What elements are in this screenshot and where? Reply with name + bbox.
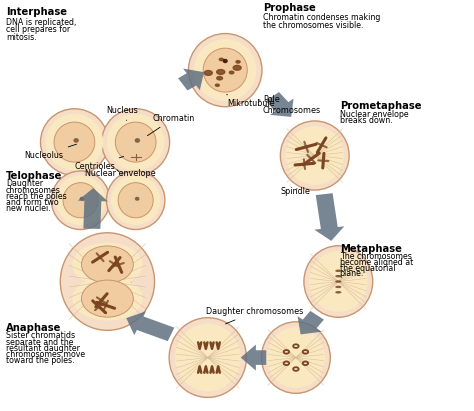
Circle shape (80, 197, 84, 201)
Text: Prophase: Prophase (263, 3, 316, 13)
Text: Nucleus: Nucleus (106, 106, 138, 120)
Polygon shape (78, 188, 108, 229)
Ellipse shape (304, 246, 373, 317)
Text: Nuclear envelope: Nuclear envelope (85, 169, 156, 178)
Text: DNA is replicated,: DNA is replicated, (6, 18, 76, 27)
Text: Centrioles: Centrioles (74, 157, 124, 171)
Ellipse shape (335, 291, 341, 293)
Ellipse shape (72, 277, 143, 321)
Text: Pole
Chromosomes: Pole Chromosomes (258, 95, 321, 115)
Ellipse shape (56, 175, 105, 225)
Text: breaks down.: breaks down. (340, 115, 392, 125)
Text: new nuclei.: new nuclei. (6, 204, 51, 213)
Ellipse shape (309, 251, 367, 312)
Ellipse shape (335, 275, 341, 277)
Text: Daughter chromosomes: Daughter chromosomes (206, 307, 304, 324)
Text: Sister chromatids: Sister chromatids (6, 331, 75, 340)
Text: become aligned at: become aligned at (340, 258, 413, 267)
Ellipse shape (63, 182, 98, 218)
Polygon shape (241, 344, 266, 371)
Text: the chromosomes visible.: the chromosomes visible. (263, 21, 364, 30)
Ellipse shape (107, 171, 165, 229)
Text: plane.: plane. (340, 269, 364, 278)
Polygon shape (178, 69, 204, 90)
Circle shape (73, 138, 79, 143)
Text: and form two: and form two (6, 198, 59, 207)
Ellipse shape (267, 327, 325, 388)
Text: Chromatin: Chromatin (147, 114, 194, 136)
Text: Prometaphase: Prometaphase (340, 101, 421, 111)
Text: Spindle: Spindle (280, 187, 310, 196)
Polygon shape (314, 193, 344, 241)
Circle shape (223, 59, 228, 63)
Ellipse shape (203, 48, 247, 92)
Ellipse shape (280, 121, 349, 190)
Ellipse shape (285, 126, 344, 185)
Ellipse shape (194, 39, 256, 101)
Ellipse shape (46, 114, 103, 171)
Text: toward the poles.: toward the poles. (6, 356, 75, 365)
Ellipse shape (262, 322, 330, 393)
Text: cell prepares for: cell prepares for (6, 25, 70, 35)
Text: Nucleolus: Nucleolus (24, 144, 76, 159)
Ellipse shape (175, 324, 241, 391)
Ellipse shape (118, 182, 153, 218)
Polygon shape (236, 60, 240, 63)
Polygon shape (204, 71, 212, 75)
Ellipse shape (169, 318, 246, 397)
Ellipse shape (40, 109, 109, 175)
Ellipse shape (189, 34, 262, 107)
Polygon shape (216, 84, 219, 86)
Polygon shape (298, 311, 324, 335)
Text: chromosomes: chromosomes (6, 185, 61, 194)
Text: Telophase: Telophase (6, 171, 63, 181)
Ellipse shape (335, 286, 341, 288)
Text: Metaphase: Metaphase (340, 244, 401, 254)
Ellipse shape (54, 122, 95, 162)
Circle shape (135, 138, 140, 143)
Text: Interphase: Interphase (6, 7, 67, 17)
Ellipse shape (60, 233, 155, 330)
Polygon shape (219, 58, 223, 61)
Polygon shape (233, 65, 241, 70)
Text: Daughter: Daughter (6, 180, 43, 188)
Text: the equatorial: the equatorial (340, 263, 395, 272)
Text: Nuclear envelope: Nuclear envelope (340, 110, 409, 119)
Text: chromosomes move: chromosomes move (6, 350, 85, 359)
Polygon shape (126, 311, 174, 341)
Ellipse shape (82, 280, 133, 317)
Text: mitosis.: mitosis. (6, 33, 37, 42)
Circle shape (135, 197, 139, 201)
Ellipse shape (115, 122, 156, 162)
Ellipse shape (107, 114, 164, 171)
Text: Chromatin condenses making: Chromatin condenses making (263, 13, 380, 22)
Ellipse shape (72, 242, 143, 286)
Ellipse shape (335, 270, 341, 272)
Text: separate and the: separate and the (6, 337, 73, 346)
Polygon shape (229, 71, 234, 74)
Ellipse shape (335, 280, 341, 283)
Text: Mikrotubule: Mikrotubule (227, 95, 275, 108)
Polygon shape (217, 69, 225, 74)
Ellipse shape (82, 246, 133, 283)
Text: The chromosomes: The chromosomes (340, 252, 411, 261)
Ellipse shape (102, 109, 170, 175)
Text: resultant daughter: resultant daughter (6, 344, 80, 353)
Polygon shape (217, 76, 223, 80)
Text: reach the poles: reach the poles (6, 192, 67, 201)
Text: Anaphase: Anaphase (6, 323, 62, 333)
Ellipse shape (111, 175, 161, 225)
Ellipse shape (51, 171, 110, 229)
Polygon shape (266, 92, 293, 117)
